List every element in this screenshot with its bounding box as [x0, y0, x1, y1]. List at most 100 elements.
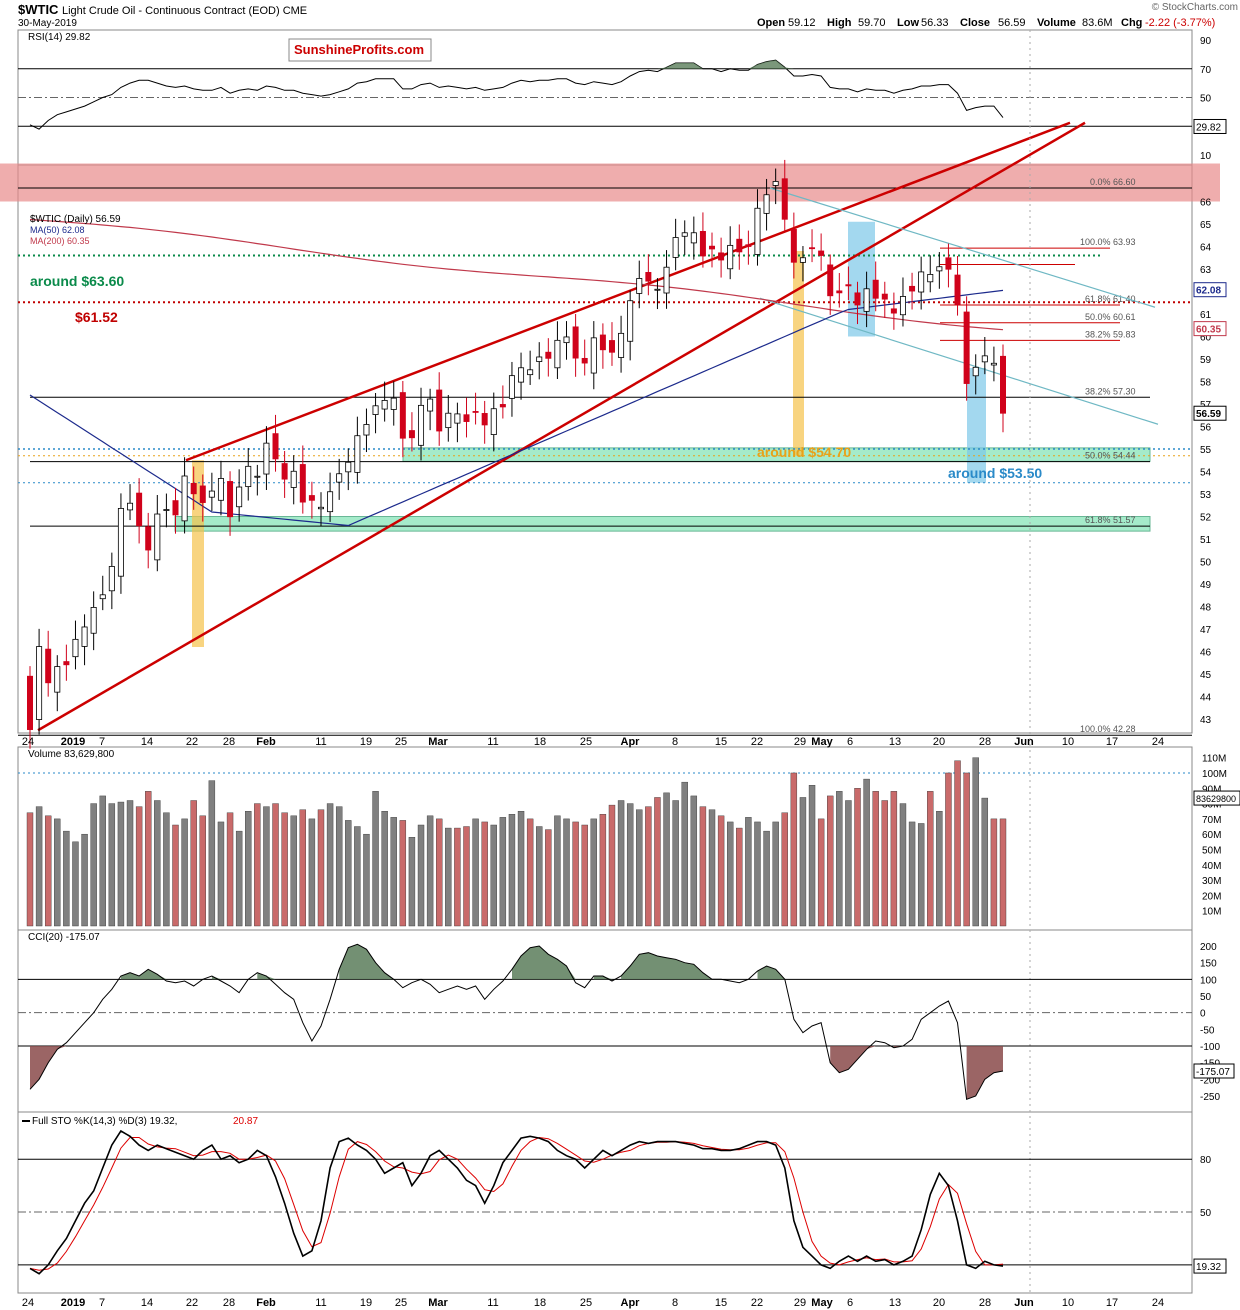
candle-body: [263, 442, 270, 475]
volume-bar: [317, 809, 325, 927]
channel-lower: [759, 297, 1159, 425]
volume-bar: [308, 818, 316, 927]
price-tick: 55: [1200, 445, 1212, 456]
volume-bar: [972, 757, 979, 927]
volume-bar: [26, 812, 34, 927]
candle-body: [927, 273, 934, 283]
volume-bar: [99, 795, 106, 927]
x-tick-label-bottom: 29: [794, 1297, 806, 1309]
volume-bar: [181, 818, 188, 927]
volume-bar: [508, 814, 516, 927]
volume-bar: [990, 818, 998, 927]
rsi-overbought-fill: [630, 60, 794, 69]
x-tick-label: 15: [715, 736, 727, 748]
yellow-bar-jan: [192, 460, 204, 647]
candle-body: [636, 278, 643, 294]
volume-tick: 30M: [1202, 876, 1221, 887]
volume-bar: [690, 795, 698, 927]
ma200-line: [29, 218, 1004, 331]
volume-bar: [254, 803, 261, 927]
candle-body: [245, 465, 252, 488]
candle-body: [427, 398, 434, 412]
candle-body: [699, 230, 706, 257]
ohlc-value: 59.12: [788, 17, 816, 29]
volume-bar: [135, 806, 143, 927]
candle-body: [872, 279, 879, 299]
candle-body: [545, 351, 552, 359]
candle-body: [527, 369, 534, 376]
candle-body: [736, 238, 743, 253]
sto-d-line: [29, 1136, 1004, 1271]
volume-bar: [526, 818, 534, 927]
volume-bar: [936, 811, 943, 927]
price-tick: 49: [1200, 580, 1212, 591]
volume-bar: [772, 821, 779, 927]
candle-body: [454, 413, 461, 424]
candle-body: [990, 362, 997, 366]
x-tick-label-bottom: 8: [672, 1297, 678, 1309]
x-tick-label-bottom: 19: [360, 1297, 372, 1309]
volume-tick: 60M: [1202, 830, 1221, 841]
x-tick-label: Mar: [428, 736, 448, 748]
volume-bar: [654, 797, 661, 927]
sto-tick: 50: [1200, 1208, 1212, 1219]
x-tick-label: Apr: [621, 736, 641, 748]
volume-bar: [290, 815, 297, 927]
x-tick-label: 29: [794, 736, 806, 748]
candle-body: [236, 486, 243, 508]
volume-bar: [381, 811, 388, 927]
cci-label: CCI(20) -175.07: [28, 932, 100, 943]
volume-bar: [472, 818, 479, 927]
volume-bar: [854, 788, 861, 927]
candle-body: [199, 485, 206, 503]
price-tick: 50: [1200, 558, 1212, 569]
cci-tick: -100: [1200, 1042, 1220, 1053]
volume-bar: [426, 815, 434, 927]
ma50-line: [29, 289, 1004, 527]
volume-bar: [827, 795, 834, 927]
x-tick-label: 17: [1106, 736, 1118, 748]
volume-bar: [927, 791, 934, 927]
x-tick-label: 24: [22, 736, 34, 748]
volume-bar: [636, 809, 643, 927]
candle-body: [127, 502, 134, 511]
candle-body: [508, 375, 515, 399]
x-tick-label-bottom: 24: [1152, 1297, 1164, 1309]
volume-bar: [836, 791, 843, 927]
ohlc-label: Close: [960, 17, 990, 29]
candle-body: [281, 463, 288, 480]
x-tick-label: 28: [979, 736, 991, 748]
candle-body: [763, 194, 770, 214]
cci-tick: 150: [1200, 959, 1217, 970]
x-tick-label-bottom: 24: [22, 1297, 34, 1309]
candle-body: [472, 411, 479, 413]
candle-body: [418, 404, 425, 446]
volume-bar: [572, 821, 579, 927]
candle-body: [981, 355, 988, 363]
candle-body: [36, 646, 43, 720]
volume-tick: 90M: [1202, 784, 1221, 795]
candle-body: [272, 433, 279, 460]
x-tick-label: May: [811, 736, 833, 748]
x-tick-label-bottom: 20: [933, 1297, 945, 1309]
price-tick: 51: [1200, 535, 1212, 546]
x-tick-label: 25: [580, 736, 592, 748]
candle-body: [145, 526, 152, 551]
ohlc-label: Chg: [1121, 17, 1142, 29]
candle-body: [827, 264, 834, 297]
candle-body: [663, 266, 670, 294]
candle-body: [308, 495, 315, 501]
volume-bar: [863, 778, 870, 927]
price-tick: 66: [1200, 198, 1212, 209]
candle-body: [190, 482, 197, 495]
x-tick-label-bottom: 2019: [61, 1297, 85, 1309]
volume-bar: [335, 806, 343, 927]
fib-label: 61.8% 51.57: [1085, 515, 1136, 525]
cci-tick: 0: [1200, 1009, 1206, 1020]
volume-bar: [72, 841, 79, 927]
price-tick: 65: [1200, 220, 1212, 231]
x-tick-label-bottom: 28: [979, 1297, 991, 1309]
x-tick-label-bottom: 6: [847, 1297, 853, 1309]
volume-bar: [436, 818, 443, 927]
sto-k-line: [29, 1129, 1004, 1275]
